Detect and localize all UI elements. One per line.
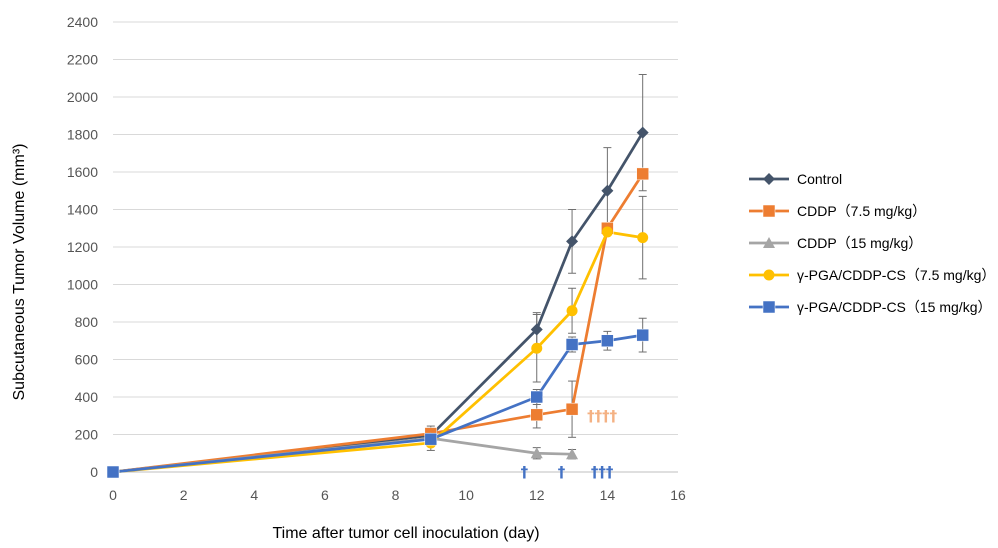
legend-label: CDDP（15 mg/kg） (797, 235, 922, 251)
x-tick-label: 10 (458, 487, 474, 503)
series-line (112, 333, 643, 474)
y-tick-label: 200 (75, 427, 99, 443)
y-tick-label: 1400 (67, 202, 98, 218)
x-tick-label: 2 (180, 487, 188, 503)
legend-marker (763, 173, 775, 185)
data-point (636, 126, 649, 139)
x-tick-label: 12 (529, 487, 545, 503)
series-markers (106, 126, 649, 479)
y-tick-label: 0 (90, 464, 98, 480)
legend-label: γ-PGA/CDDP-CS（7.5 mg/kg） (797, 267, 995, 283)
data-point (565, 402, 579, 416)
x-tick-label: 8 (392, 487, 400, 503)
annotations: ††††† † ††† (521, 407, 618, 481)
legend-marker (762, 204, 776, 218)
legend-label: Control (797, 171, 842, 187)
data-point (530, 390, 543, 404)
data-point (566, 235, 579, 248)
y-tick-label: 2400 (67, 14, 98, 30)
data-point (637, 232, 649, 244)
x-tick-label: 6 (321, 487, 329, 503)
series-line (112, 230, 643, 474)
data-point (566, 305, 578, 317)
series-line (112, 131, 644, 474)
legend-marker (763, 237, 775, 248)
data-point (106, 465, 120, 479)
data-point (601, 334, 614, 347)
legend: Control CDDP（7.5 mg/kg） CDDP（15 mg/kg） γ-PG… (749, 171, 995, 315)
data-point (636, 328, 649, 342)
x-axis-ticks: 0 2 4 6 8 10 12 14 16 (109, 487, 686, 503)
x-tick-label: 4 (250, 487, 258, 503)
y-tick-label: 1800 (67, 127, 98, 143)
death-marker: † (558, 463, 566, 481)
data-point (601, 226, 613, 238)
legend-marker (762, 300, 776, 314)
death-marker: †††† (587, 407, 618, 425)
legend-label: γ-PGA/CDDP-CS（15 mg/kg） (797, 299, 991, 315)
y-tick-label: 400 (75, 389, 99, 405)
data-point (530, 323, 543, 336)
y-tick-label: 1000 (67, 277, 98, 293)
y-tick-label: 2000 (67, 89, 98, 105)
death-marker: † (521, 463, 529, 481)
data-point (530, 408, 543, 422)
x-axis-title: Time after tumor cell inoculation (day) (272, 525, 539, 542)
data-point (531, 342, 543, 354)
y-tick-label: 1600 (67, 164, 98, 180)
y-tick-label: 600 (75, 352, 99, 368)
y-tick-label: 1200 (67, 239, 98, 255)
series-line (112, 173, 644, 474)
x-tick-label: 16 (670, 487, 686, 503)
y-axis-title: Subcutaneous Tumor Volume (mm³) (11, 144, 28, 401)
death-marker: ††† (591, 463, 614, 481)
y-axis-ticks: 0 200 400 600 800 1000 1200 1400 1600 1800 2000 220… (67, 14, 98, 480)
series-lines (112, 131, 644, 474)
legend-marker (763, 269, 775, 281)
gridlines (113, 21, 678, 435)
x-tick-label: 14 (600, 487, 616, 503)
data-point (530, 447, 543, 459)
data-point (566, 448, 579, 460)
data-point (424, 432, 438, 446)
data-point (636, 167, 649, 181)
legend-label: CDDP（7.5 mg/kg） (797, 203, 926, 219)
y-tick-label: 800 (75, 314, 99, 330)
y-tick-label: 2200 (67, 52, 98, 68)
data-point (565, 338, 579, 351)
data-point (601, 184, 614, 197)
x-tick-label: 0 (109, 487, 117, 503)
